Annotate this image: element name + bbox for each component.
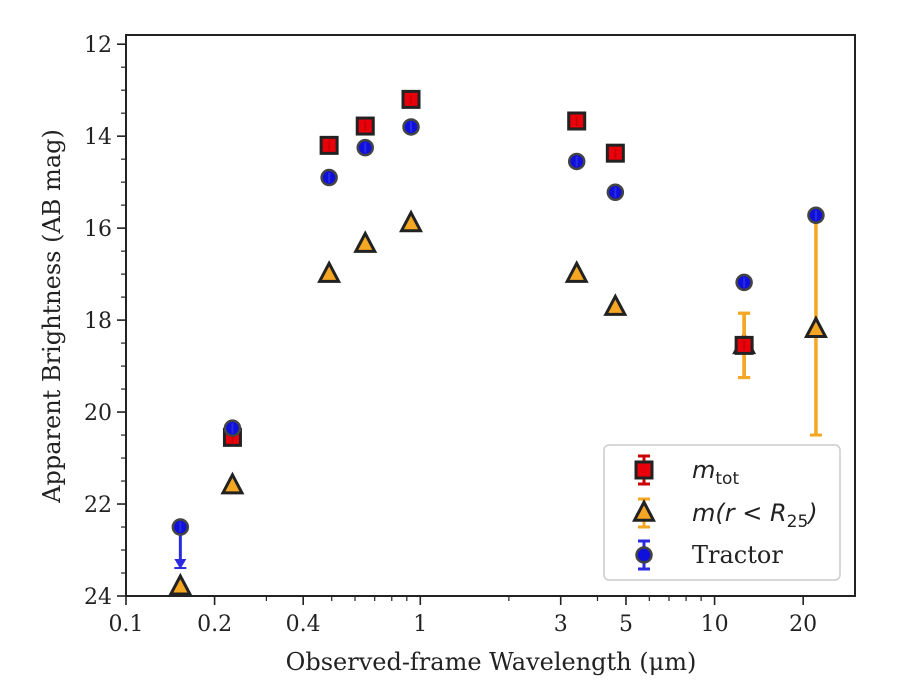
y-tick-label: 14: [84, 125, 112, 150]
data-point: [564, 260, 589, 283]
legend-marker: [634, 460, 654, 480]
x-tick-label: 1: [413, 612, 427, 637]
x-tick-label: 10: [701, 612, 729, 637]
x-tick-label: 0.4: [286, 612, 321, 637]
plot-layer: [168, 89, 828, 596]
y-axis-label: Apparent Brightness (AB mag): [38, 129, 66, 504]
x-tick-label: 0.2: [197, 612, 232, 637]
legend-box: [603, 444, 841, 581]
y-tick-label: 12: [84, 33, 112, 58]
data-point: [168, 572, 193, 596]
y-tick-label: 20: [84, 401, 112, 426]
upper-limit-arrowhead: [174, 559, 187, 570]
series-tractor: [171, 118, 825, 570]
legend-label: m(r < R25): [692, 499, 818, 532]
legend-label: Tractor: [692, 541, 783, 569]
legend: mtot m(r < R25) Tractor: [603, 444, 841, 581]
legend-marker: [635, 546, 653, 564]
data-point: [220, 471, 245, 495]
data-point: [603, 293, 628, 316]
x-tick-label: 20: [789, 612, 817, 637]
data-point: [399, 209, 424, 233]
x-tick-label: 3: [554, 612, 568, 637]
axes-layer: 0.1 0.2 0.4 1 3 5 10 20 12 14 16 18 20 22 24: [84, 33, 856, 637]
y-tick-label: 18: [84, 309, 112, 334]
series-m-tot: [222, 89, 754, 447]
plot-frame: [125, 34, 856, 597]
data-point: [803, 315, 828, 338]
data-point: [353, 230, 378, 253]
legend-label: mtot: [692, 456, 739, 489]
x-tick-label: 0.1: [109, 612, 144, 637]
legend-marker: [632, 498, 656, 522]
data-point: [317, 260, 342, 283]
x-tick-label: 5: [619, 612, 633, 637]
y-tick-label: 24: [84, 585, 112, 610]
x-axis-label: Observed-frame Wavelength (μm): [286, 648, 697, 676]
y-tick-label: 16: [84, 217, 112, 242]
y-tick-label: 22: [84, 493, 112, 518]
